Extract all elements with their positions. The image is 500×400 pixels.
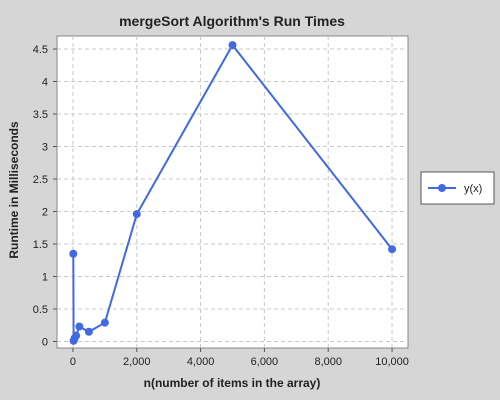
- data-point: [388, 245, 397, 254]
- data-point: [132, 210, 141, 219]
- y-tick-label: 0.5: [33, 304, 48, 316]
- legend-marker: [438, 184, 446, 192]
- y-tick-label: 4.5: [33, 44, 48, 56]
- y-tick-label: 1.5: [33, 239, 48, 251]
- y-tick-label: 1: [42, 272, 48, 284]
- x-tick-label: 2,000: [123, 356, 151, 368]
- data-point: [100, 318, 109, 327]
- legend: y(x): [420, 171, 495, 205]
- y-tick-label: 4: [42, 77, 48, 89]
- axes: 0 2,000 4,000 6,000 8,000 10,000 0 0.5 1 1.5 2 2.5 3…: [33, 44, 409, 368]
- y-tick-label: 0: [42, 337, 48, 349]
- plot-area: [56, 35, 409, 349]
- x-tick-label: 10,000: [375, 356, 409, 368]
- y-tick-label: 2.5: [33, 174, 48, 186]
- data-point: [69, 249, 78, 258]
- data-point: [84, 327, 93, 336]
- series-layer: [69, 41, 397, 345]
- x-tick-label: 4,000: [187, 356, 215, 368]
- x-tick-label: 0: [70, 356, 76, 368]
- x-tick-label: 8,000: [314, 356, 342, 368]
- y-tick-label: 3: [42, 142, 48, 154]
- x-axis-label: n(number of items in the array): [144, 376, 321, 390]
- chart-title: mergeSort Algorithm's Run Times: [119, 13, 345, 29]
- data-point: [72, 331, 81, 340]
- y-tick-label: 3.5: [33, 109, 48, 121]
- y-tick-label: 2: [42, 207, 48, 219]
- x-tick-label: 6,000: [251, 356, 279, 368]
- y-axis-label: Runtime in Milliseconds: [7, 121, 21, 259]
- data-point: [75, 322, 84, 331]
- legend-label: y(x): [464, 183, 482, 195]
- data-point: [228, 41, 237, 50]
